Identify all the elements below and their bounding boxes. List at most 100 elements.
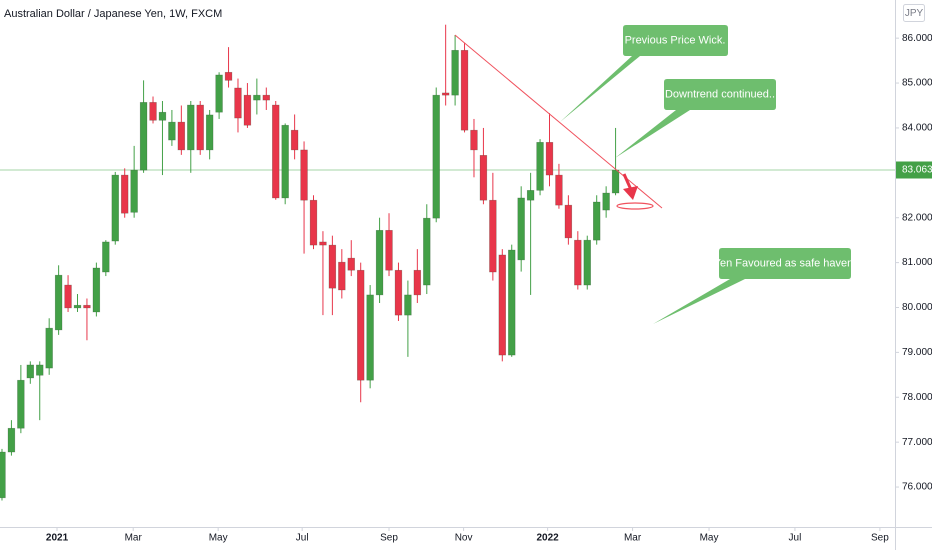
- candle-body: [564, 204, 573, 239]
- candle-body: [508, 249, 516, 356]
- callout: [560, 25, 728, 122]
- candle-body: [432, 94, 440, 219]
- candle-body: [215, 74, 223, 113]
- chart-title: Australian Dollar / Japanese Yen, 1W, FX…: [4, 8, 222, 20]
- candle-body: [205, 114, 214, 151]
- y-tick-label: 77.000: [902, 437, 932, 448]
- candle-body: [536, 141, 544, 191]
- callout-text: Downtrend continued..: [665, 88, 775, 100]
- candle-body: [611, 169, 620, 194]
- candle-body: [130, 169, 138, 213]
- y-tick-label: 86.000: [902, 33, 932, 44]
- candle-body: [121, 174, 129, 214]
- candle-body: [102, 241, 110, 273]
- candle-body: [234, 87, 242, 119]
- candle-body: [319, 241, 327, 246]
- x-tick-label: Sep: [871, 533, 889, 544]
- last-price-label: 83.063: [902, 165, 932, 176]
- candle-body: [309, 199, 318, 246]
- candle-body: [338, 261, 346, 291]
- candle-body: [139, 102, 148, 171]
- candle-body: [187, 104, 195, 151]
- candle-body: [328, 244, 337, 289]
- candle-body: [196, 104, 204, 151]
- candle-body: [592, 201, 601, 241]
- callout-text: Yen Favoured as safe haven.: [714, 257, 857, 269]
- candle-body: [602, 192, 610, 211]
- candle-body: [413, 269, 422, 296]
- currency: JPY: [905, 8, 924, 19]
- x-tick-label: Jul: [296, 533, 309, 544]
- candle-body: [26, 364, 35, 379]
- candle-body: [375, 229, 384, 296]
- candle-body: [253, 94, 261, 101]
- y-tick-label: 79.000: [902, 347, 932, 358]
- x-tick-label: 2022: [536, 533, 559, 544]
- candle-body: [441, 92, 450, 96]
- candle-body: [262, 94, 270, 101]
- candle-body: [517, 197, 525, 261]
- candle-body: [290, 129, 299, 151]
- candle-body: [470, 129, 478, 151]
- candle-body: [366, 294, 374, 381]
- x-tick-label: Nov: [455, 533, 473, 544]
- callout: [653, 248, 851, 324]
- candle-body: [385, 229, 393, 271]
- x-tick-label: 2021: [46, 533, 69, 544]
- candle-body: [224, 71, 233, 81]
- y-tick-label: 82.000: [902, 212, 932, 223]
- callout-text: Previous Price Wick.: [625, 34, 726, 46]
- candle-body: [45, 327, 53, 369]
- callout: [615, 79, 776, 158]
- candle-body: [489, 199, 497, 273]
- x-tick-label: May: [209, 533, 228, 544]
- candle-body: [36, 364, 44, 376]
- candle-body: [73, 304, 82, 309]
- candle-body: [168, 121, 176, 141]
- candle-body: [526, 190, 535, 201]
- y-tick-label: 84.000: [902, 123, 932, 134]
- candle-body: [451, 49, 459, 96]
- candle-body: [243, 94, 252, 126]
- target-ellipse: [616, 202, 654, 210]
- x-tick-label: Sep: [380, 533, 398, 544]
- candle-body: [357, 269, 365, 381]
- candle-body: [92, 267, 101, 313]
- candle-body: [64, 284, 72, 309]
- candle-body: [574, 239, 582, 286]
- y-tick-label: 85.000: [902, 78, 932, 89]
- candle-body: [545, 141, 554, 176]
- candle-body: [583, 239, 591, 286]
- candle-body: [83, 304, 91, 309]
- candle-body: [272, 104, 280, 199]
- x-tick-label: Mar: [624, 533, 642, 544]
- plot: [0, 24, 895, 501]
- candle-body: [555, 174, 563, 206]
- x-tick-label: Mar: [125, 533, 143, 544]
- candle-body: [498, 254, 506, 356]
- x-tick-label: May: [700, 533, 719, 544]
- y-tick-label: 76.000: [902, 482, 932, 493]
- candle-body: [281, 124, 289, 199]
- y-tick-label: 81.000: [902, 257, 932, 268]
- candle-body: [300, 149, 308, 201]
- arrow-head: [623, 186, 638, 200]
- candle-body: [7, 427, 16, 453]
- x-tick-label: Jul: [789, 533, 802, 544]
- candle-body: [0, 451, 6, 499]
- last-price-box: [896, 161, 932, 179]
- candle-body: [460, 49, 469, 131]
- candle-body: [423, 217, 431, 286]
- candle-body: [347, 257, 355, 271]
- y-tick-label: 80.000: [902, 302, 932, 313]
- candle-body: [17, 379, 25, 429]
- candle-body: [149, 102, 157, 121]
- candle-body: [111, 174, 119, 242]
- candle-body: [394, 269, 403, 316]
- candle-body: [404, 294, 412, 316]
- currency-box[interactable]: [903, 4, 925, 22]
- candle-body: [158, 111, 167, 121]
- candle-body: [177, 121, 186, 151]
- candle-body: [54, 274, 63, 331]
